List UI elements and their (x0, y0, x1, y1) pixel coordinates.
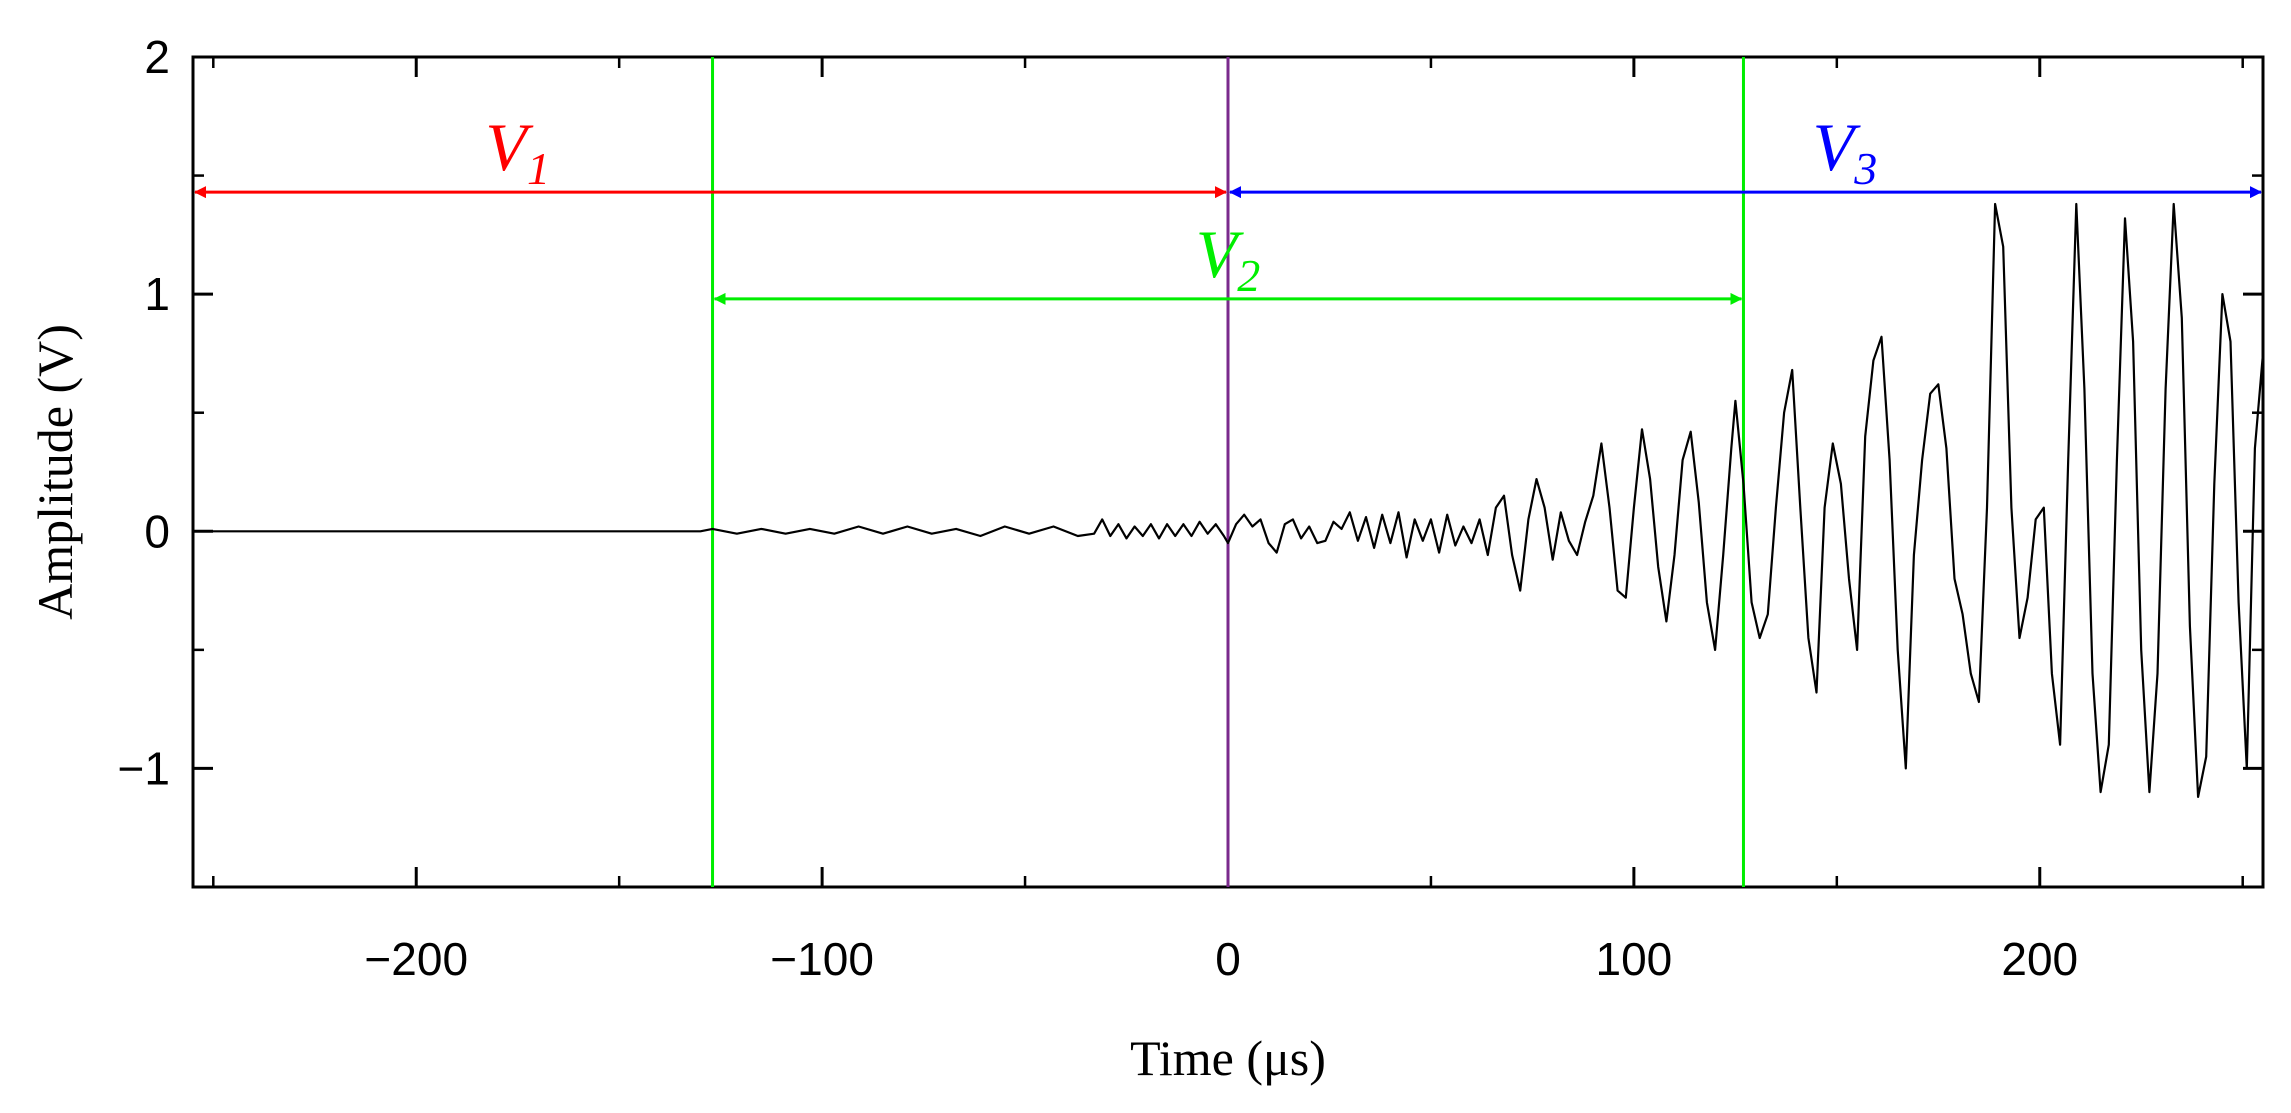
window-label-v2: V2 (1196, 216, 1261, 301)
y-tick-label: −1 (118, 742, 170, 794)
x-axis-title: Time (μs) (1130, 1030, 1326, 1086)
window-label-v1: V1 (485, 109, 550, 194)
tick-labels: −200 −100 0 100 200 −1 0 1 2 (118, 31, 2079, 985)
window-label-v3: V3 (1813, 109, 1878, 194)
signal-trace (193, 202, 2265, 798)
y-tick-label: 2 (144, 31, 170, 83)
x-tick-label: 200 (2001, 933, 2078, 985)
window-boundary-lines (711, 57, 1745, 887)
y-axis-title: Amplitude (V) (27, 324, 83, 620)
x-tick-label: −200 (364, 933, 468, 985)
window-arrows: V1 V2 V3 (194, 109, 2262, 305)
x-tick-label: 0 (1215, 933, 1241, 985)
x-tick-label: −100 (770, 933, 874, 985)
y-tick-label: 1 (144, 268, 170, 320)
tick-marks (193, 55, 2263, 889)
x-tick-label: 100 (1596, 933, 1673, 985)
y-tick-label: 0 (144, 505, 170, 557)
